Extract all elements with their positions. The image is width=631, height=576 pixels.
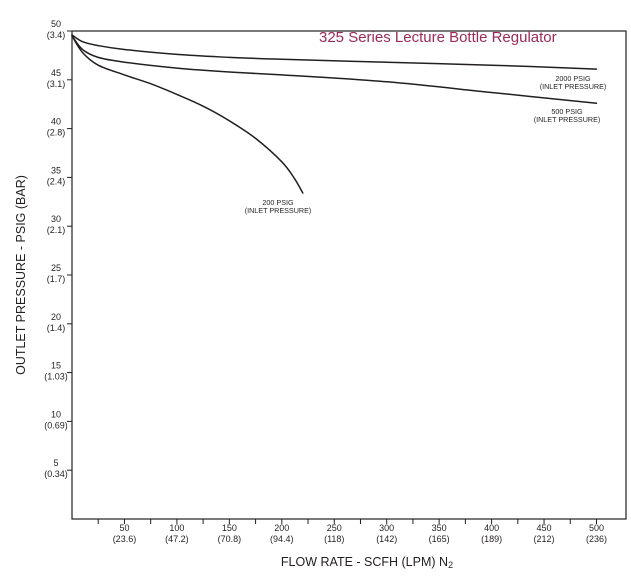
x-tick-sublabel: (47.2) <box>165 534 189 544</box>
x-tick-label: 450 <box>537 523 552 533</box>
x-tick-sublabel: (212) <box>534 534 555 544</box>
series-500-psig-label: 500 PSIG <box>551 107 583 116</box>
chart-title: 325 Series Lecture Bottle Regulator <box>319 29 557 46</box>
series-2000-psig-label: 2000 PSIG <box>555 74 591 83</box>
y-tick-label: 15 <box>51 361 61 371</box>
x-tick-label: 400 <box>484 523 499 533</box>
y-tick-sublabel: (2.1) <box>47 225 66 235</box>
series-200-psig-label: 200 PSIG <box>262 198 294 207</box>
y-tick-sublabel: (2.4) <box>47 176 66 186</box>
x-tick-label: 200 <box>274 523 289 533</box>
y-axis-ticks: 5(0.34)10(0.69)15(1.03)20(1.4)25(1.7)30(… <box>44 19 72 479</box>
y-tick-label: 50 <box>51 19 61 29</box>
series-500-psig-sublabel: (INLET PRESSURE) <box>534 115 601 124</box>
x-tick-sublabel: (142) <box>376 534 397 544</box>
y-tick-label: 40 <box>51 117 61 127</box>
x-tick-sublabel: (118) <box>324 534 344 544</box>
y-tick-sublabel: (3.4) <box>47 30 66 40</box>
y-tick-label: 25 <box>51 263 61 273</box>
x-tick-sublabel: (70.8) <box>218 534 242 544</box>
y-tick-label: 45 <box>51 68 61 78</box>
series-500-psig-line <box>71 35 598 104</box>
series-labels: 2000 PSIG(INLET PRESSURE)500 PSIG(INLET … <box>245 74 607 215</box>
y-tick-sublabel: (1.03) <box>44 372 68 382</box>
y-tick-sublabel: (1.7) <box>47 274 66 284</box>
y-tick-label: 20 <box>51 312 61 322</box>
x-tick-sublabel: (23.6) <box>113 534 137 544</box>
series-lines <box>71 34 598 194</box>
x-tick-label: 50 <box>119 523 129 533</box>
y-tick-label: 35 <box>51 165 61 175</box>
series-200-psig-line <box>71 35 304 194</box>
x-tick-sublabel: (165) <box>429 534 450 544</box>
x-tick-label: 100 <box>169 523 184 533</box>
x-tick-sublabel: (189) <box>481 534 502 544</box>
y-tick-sublabel: (2.8) <box>47 128 66 138</box>
x-tick-label: 250 <box>327 523 342 533</box>
series-2000-psig-line <box>71 34 598 70</box>
y-tick-sublabel: (0.34) <box>44 469 68 479</box>
x-tick-label: 500 <box>589 523 604 533</box>
x-axis-label: FLOW RATE - SCFH (LPM) N2 <box>281 555 453 570</box>
y-tick-label: 5 <box>53 458 58 468</box>
x-tick-sublabel: (94.4) <box>270 534 294 544</box>
x-axis-ticks: 50(23.6)100(47.2)150(70.8)200(94.4)250(1… <box>97 519 607 544</box>
y-tick-label: 10 <box>51 409 61 419</box>
x-tick-sublabel: (236) <box>586 534 607 544</box>
y-tick-label: 30 <box>51 214 61 224</box>
x-tick-label: 350 <box>432 523 447 533</box>
y-tick-sublabel: (0.69) <box>44 420 68 430</box>
series-2000-psig-sublabel: (INLET PRESSURE) <box>540 82 607 91</box>
x-axis-label-main: FLOW RATE - SCFH (LPM) N <box>281 555 448 569</box>
y-tick-sublabel: (1.4) <box>47 323 66 333</box>
y-axis-label: OUTLET PRESSURE - PSIG (BAR) <box>14 175 28 375</box>
x-tick-label: 150 <box>222 523 237 533</box>
plot-frame <box>71 30 627 520</box>
y-tick-sublabel: (3.1) <box>47 79 66 89</box>
x-tick-label: 300 <box>379 523 394 533</box>
x-axis-label-subscript: 2 <box>448 560 453 570</box>
series-200-psig-sublabel: (INLET PRESSURE) <box>245 206 312 215</box>
